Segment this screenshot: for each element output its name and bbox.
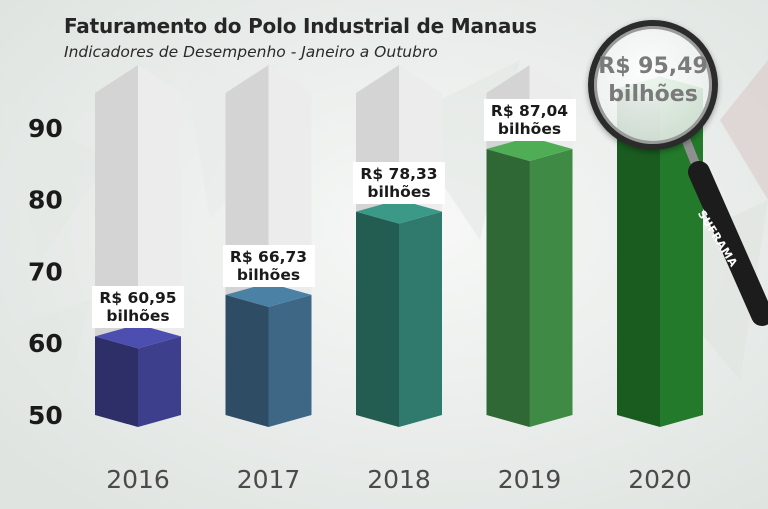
chart-title: Faturamento do Polo Industrial de Manaus (64, 14, 537, 38)
bar-2019 (486, 65, 573, 427)
bar-fill-left (486, 149, 530, 427)
bar-fill-left (95, 336, 138, 427)
value-label: R$ 78,33 bilhões (353, 161, 445, 204)
bar-fill-right (529, 149, 573, 427)
value-label-unit: bilhões (367, 182, 431, 201)
bar-2017 (225, 65, 312, 427)
y-tick-label: 50 (28, 401, 63, 430)
x-tick-label: 2016 (106, 465, 170, 494)
bar-fill-top (486, 137, 573, 162)
bar-fill-right (268, 294, 312, 427)
y-tick-label: 70 (28, 257, 63, 286)
value-label-amount: R$ 87,04 (490, 102, 569, 121)
value-label-unit: bilhões (106, 307, 170, 326)
y-tick-label: 80 (28, 186, 63, 215)
bar-2018 (356, 65, 442, 427)
x-axis: 2016 2017 2018 2019 2020 (106, 465, 692, 494)
y-tick-label: 90 (28, 114, 63, 143)
magnifier-value: R$ 95,49 (598, 54, 708, 79)
y-tick-label: 60 (28, 329, 63, 358)
value-label: R$ 66,73 bilhões (222, 244, 315, 287)
x-tick-label: 2020 (628, 465, 692, 494)
magnifier-unit: bilhões (608, 82, 698, 107)
magnifier-handle (681, 135, 768, 326)
chart-subtitle: Indicadores de Desempenho - Janeiro a Ou… (64, 43, 438, 61)
value-label-amount: R$ 66,73 (229, 247, 308, 266)
bar-fill-right (399, 211, 442, 427)
value-label-amount: R$ 60,95 (99, 289, 177, 308)
x-tick-label: 2018 (367, 465, 431, 494)
bar-2016 (95, 65, 181, 427)
bar-fill-left (617, 88, 660, 427)
bar-fill-left (356, 211, 399, 427)
value-label: R$ 87,04 bilhões (483, 99, 576, 142)
value-label-unit: bilhões (497, 120, 562, 139)
bar-fill-top (356, 199, 442, 224)
bar-fill-top (225, 282, 312, 307)
value-label: R$ 60,95 bilhões (92, 286, 184, 329)
bar-fill-left (225, 294, 269, 427)
y-axis: 50 60 70 80 90 (28, 114, 63, 430)
magnifier-lens: R$ 95,49 bilhões (588, 20, 718, 150)
value-label-unit: bilhões (236, 265, 301, 284)
x-tick-label: 2019 (498, 465, 562, 494)
value-label-amount: R$ 78,33 (360, 164, 438, 183)
x-tick-label: 2017 (237, 465, 301, 494)
bar-fill-right (138, 336, 181, 427)
bar-fill-top (95, 324, 181, 349)
